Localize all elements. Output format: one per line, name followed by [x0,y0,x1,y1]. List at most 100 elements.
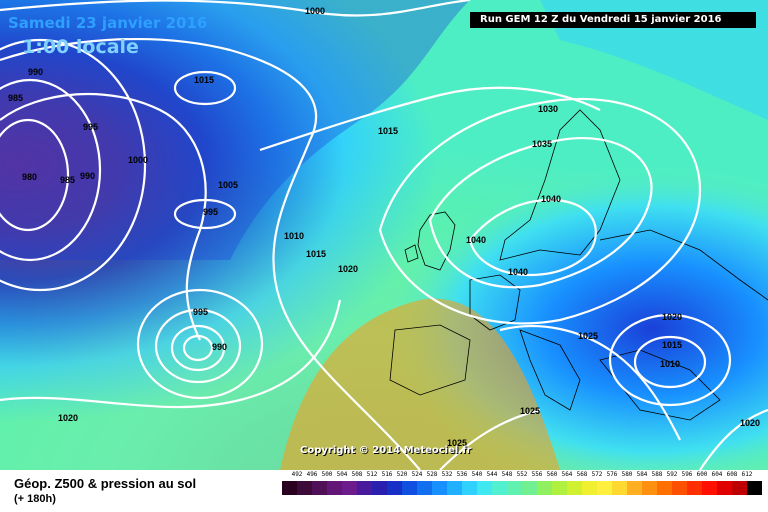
isobar-label: 1025 [578,331,598,341]
legend-footer: Géop. Z500 & pression au sol (+ 180h) 49… [0,470,768,512]
isobar-label: 995 [83,122,98,132]
scale-tick-label: 528 [426,471,438,478]
scale-swatch [642,481,657,495]
isobar-labels: 1000 990 985 995 1015 1000 980 985 990 1… [8,6,760,448]
isobar-label: 1020 [338,264,358,274]
scale-tick-label: 612 [741,471,753,478]
scale-swatch [537,481,552,495]
scale-swatch [462,481,477,495]
scale-tick-label: 604 [711,471,723,478]
scale-tick-label: 520 [396,471,408,478]
isobar-label: 1020 [740,418,760,428]
isobar-label: 985 [8,93,23,103]
scale-swatch [297,481,312,495]
isobar-label: 1015 [306,249,326,259]
isobar-label: 1025 [447,438,467,448]
scale-tick-label: 508 [351,471,363,478]
isobar-label: 990 [28,67,43,77]
scale-tick-label: 532 [441,471,453,478]
scale-tick-label: 548 [501,471,513,478]
scale-swatch [447,481,462,495]
scale-tick-label: 576 [606,471,618,478]
scale-tick-label: 564 [561,471,573,478]
scale-tick-label: 560 [546,471,558,478]
scale-tick-label: 572 [591,471,603,478]
scale-swatch [282,481,297,495]
scale-swatch [492,481,507,495]
isobar-label: 1040 [466,235,486,245]
scale-swatch [612,481,627,495]
scale-swatch [687,481,702,495]
scale-tick-label: 552 [516,471,528,478]
isobar-label: 1010 [284,231,304,241]
scale-tick-label: 596 [681,471,693,478]
scale-swatch [567,481,582,495]
scale-tick-label: 608 [726,471,738,478]
isobar-label: 1010 [660,359,680,369]
isobar-label: 990 [212,342,227,352]
scale-swatch [372,481,387,495]
scale-tick-label: 536 [456,471,468,478]
scale-tick-label: 496 [306,471,318,478]
isobar-label: 980 [22,172,37,182]
isobars [0,0,768,470]
scale-swatch [747,481,762,495]
scale-tick-label: 516 [381,471,393,478]
scale-swatch [477,481,492,495]
scale-swatch [597,481,612,495]
model-run-label: Run GEM 12 Z du Vendredi 15 janvier 2016 [470,12,756,28]
isobar-label: 1000 [128,155,148,165]
scale-swatch [402,481,417,495]
scale-swatch [342,481,357,495]
isobar-label: 1005 [218,180,238,190]
legend-title: Géop. Z500 & pression au sol [14,476,197,491]
forecast-date: Samedi 23 janvier 2016 [8,14,208,32]
isobar-label: 1000 [305,6,325,16]
scale-swatch [507,481,522,495]
scale-swatch [552,481,567,495]
isobar-label: 995 [193,307,208,317]
scale-tick-label: 584 [636,471,648,478]
copyright-notice: Copyright © 2014 Meteociel.fr [300,445,472,456]
isobar-label: 1035 [532,139,552,149]
isobar-label: 995 [203,207,218,217]
scale-tick-label: 512 [366,471,378,478]
scale-swatch [627,481,642,495]
isobar-label: 1030 [538,104,558,114]
forecast-time: 1:00 locale [22,36,139,58]
scale-tick-label: 544 [486,471,498,478]
scale-tick-label: 500 [321,471,333,478]
scale-swatch [432,481,447,495]
forecast-map: 1000 990 985 995 1015 1000 980 985 990 1… [0,0,768,470]
scale-tick-label: 504 [336,471,348,478]
scale-swatch [312,481,327,495]
isobar-label: 985 [60,175,75,185]
scale-tick-label: 588 [651,471,663,478]
isobar-label: 1020 [58,413,78,423]
scale-swatch [522,481,537,495]
scale-swatch [327,481,342,495]
scale-swatch [357,481,372,495]
scale-swatch [582,481,597,495]
scale-swatch [732,481,747,495]
scale-swatch [387,481,402,495]
scale-tick-label: 492 [291,471,303,478]
scale-swatch [702,481,717,495]
scale-tick-label: 600 [696,471,708,478]
scale-swatch [672,481,687,495]
scale-tick-label: 524 [411,471,423,478]
scale-swatch [717,481,732,495]
isobar-label: 1040 [508,267,528,277]
scale-tick-label: 568 [576,471,588,478]
scale-swatch [417,481,432,495]
isobar-label: 1015 [662,340,682,350]
scale-tick-label: 540 [471,471,483,478]
legend-subtitle: (+ 180h) [14,493,56,505]
scale-swatch [657,481,672,495]
isobar-label: 1015 [378,126,398,136]
isobar-label: 1015 [194,75,214,85]
isobar-label: 990 [80,171,95,181]
scale-tick-label: 580 [621,471,633,478]
scale-tick-label: 592 [666,471,678,478]
